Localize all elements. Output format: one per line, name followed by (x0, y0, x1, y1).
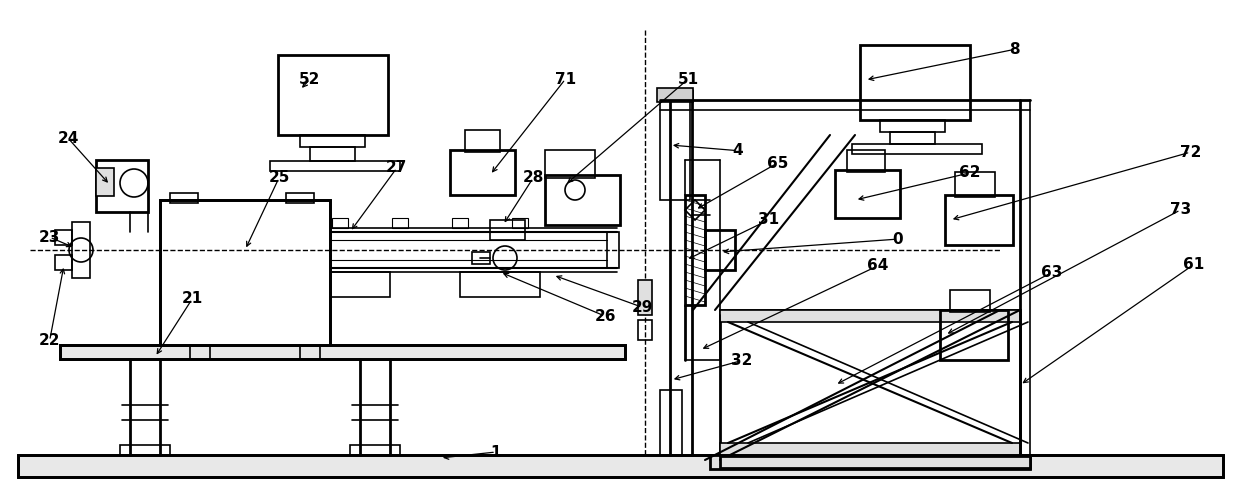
Text: 26: 26 (594, 309, 616, 324)
Text: 62: 62 (959, 165, 981, 180)
Bar (660, 90, 689, 200)
Text: 31: 31 (758, 212, 780, 227)
Bar (608, 232, 619, 268)
Bar (720, 456, 1030, 468)
Bar (472, 252, 490, 264)
Bar (170, 193, 198, 203)
Bar (720, 443, 1021, 455)
Bar (19, 455, 1223, 477)
Bar (160, 200, 330, 345)
Bar (639, 280, 652, 315)
Bar (300, 135, 365, 147)
Bar (890, 132, 935, 144)
Bar (392, 218, 408, 228)
Text: 51: 51 (677, 72, 699, 86)
Bar (546, 175, 620, 225)
Text: 71: 71 (554, 72, 577, 86)
Bar (861, 45, 970, 120)
Bar (450, 150, 515, 195)
Bar (286, 193, 314, 203)
Bar (512, 218, 528, 228)
Text: 65: 65 (766, 156, 789, 170)
Text: 52: 52 (299, 72, 321, 86)
Text: 1: 1 (491, 445, 501, 459)
Bar (95, 160, 148, 212)
Bar (272, 218, 288, 228)
Text: 61: 61 (1183, 257, 1205, 272)
Bar (290, 272, 391, 297)
Bar (940, 310, 1008, 360)
Bar (945, 195, 1013, 245)
Bar (955, 172, 994, 197)
Text: 21: 21 (181, 291, 203, 306)
Bar (453, 218, 467, 228)
Text: 29: 29 (631, 300, 653, 315)
Bar (278, 55, 388, 135)
Text: 64: 64 (867, 258, 889, 273)
Bar (60, 345, 625, 359)
Bar (120, 445, 170, 455)
Bar (55, 230, 72, 245)
Bar (465, 130, 500, 152)
Text: 72: 72 (1179, 145, 1202, 160)
Bar (684, 195, 706, 305)
Text: 73: 73 (1169, 203, 1192, 217)
Text: 25: 25 (268, 170, 290, 185)
Text: 4: 4 (733, 143, 743, 158)
Bar (60, 345, 625, 359)
Bar (350, 445, 401, 455)
Bar (660, 390, 682, 455)
Bar (720, 310, 1021, 322)
Bar (852, 144, 982, 154)
Bar (19, 455, 1223, 477)
Bar (880, 120, 945, 132)
Bar (72, 222, 91, 278)
Text: 23: 23 (38, 230, 61, 245)
Text: 27: 27 (386, 161, 408, 175)
Bar (711, 455, 1030, 469)
Bar (835, 170, 900, 218)
Bar (657, 88, 693, 102)
Text: 24: 24 (57, 131, 79, 146)
Text: 8: 8 (1009, 42, 1019, 57)
Bar (950, 290, 990, 312)
Bar (270, 161, 401, 171)
Bar (160, 200, 330, 345)
Bar (546, 150, 595, 178)
Bar (490, 220, 525, 240)
Text: 22: 22 (38, 333, 61, 348)
Text: 0: 0 (893, 232, 903, 247)
Bar (706, 230, 735, 270)
Bar (720, 310, 1021, 455)
Bar (332, 218, 348, 228)
Bar (847, 150, 885, 172)
Bar (310, 147, 355, 161)
Bar (95, 168, 114, 196)
Bar (639, 320, 652, 340)
Text: 63: 63 (1040, 265, 1063, 280)
Bar (55, 255, 72, 270)
Text: 28: 28 (522, 170, 544, 185)
Text: 32: 32 (730, 353, 753, 368)
Bar (460, 272, 539, 297)
